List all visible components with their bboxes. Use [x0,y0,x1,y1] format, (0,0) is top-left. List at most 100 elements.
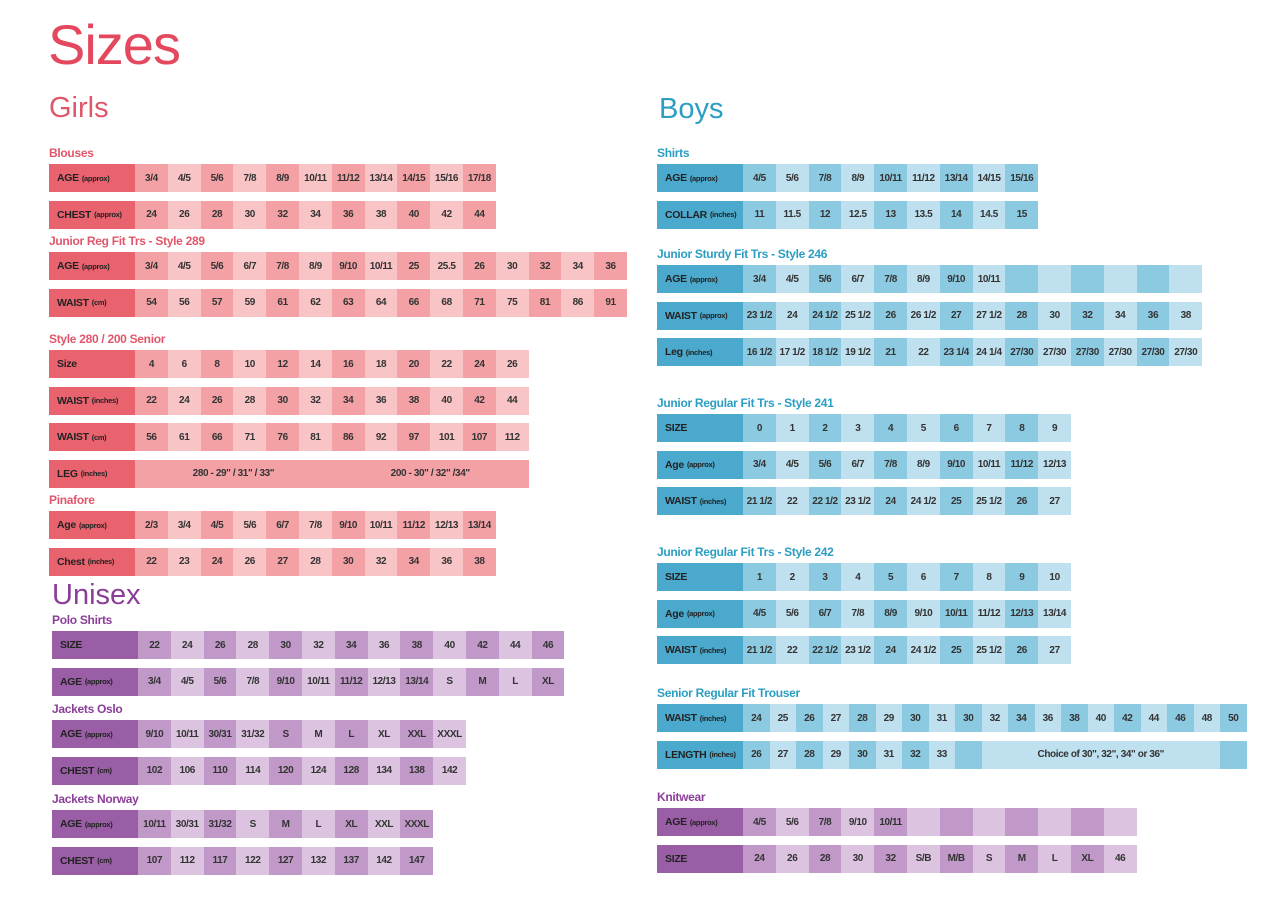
page-title: Sizes [48,13,181,76]
table-cell: 24 [135,200,168,229]
table-cell: 127 [269,846,302,875]
table-cell [1220,740,1247,769]
table-cell: 5/6 [200,252,234,280]
size-table: Knitwear AGE (approx) 4/5 5/6 7/8 9/10 10/11 SIZ… [657,790,1137,881]
size-table: Senior Regular Fit Trouser WAIST (inches) 2… [657,686,1247,777]
table-cell: 10/11 [939,599,973,628]
table-cell: 5 [874,563,907,591]
table-cell: 24 [874,487,907,515]
table-cell: 3/4 [743,450,776,479]
table-cell: 27/30 [1169,338,1203,366]
table-row: Size 4 6 8 10 12 14 16 18 20 22 24 26 [49,350,529,378]
row-label-text: AGE [665,273,687,285]
table-row: AGE (approx) 10/11 30/31 31/32 S M L XL XXL XXXL [52,810,434,838]
row-label: WAIST (cm) [49,288,135,317]
row-label: CHEST (cm) [52,846,138,875]
table-cell: 11/12 [331,164,365,192]
row-unit: (approx) [689,173,718,183]
table-cell: 32 [298,386,332,415]
table-cell: 6/7 [266,511,299,539]
row-label: Size [49,350,135,378]
table-cell: 24 [462,350,496,378]
table-cell: 81 [298,423,332,451]
table-cell: 21 1/2 [743,636,776,664]
table-cell: 61 [266,288,299,317]
row-label: COLLAR (inches) [657,200,743,229]
table-cell: 36 [364,386,398,415]
table-cell: 27 [1038,636,1071,664]
table-cell: 33 [928,740,955,769]
row-label-text: Leg [665,346,683,358]
row-unit: (cm) [91,432,107,442]
table-cell: M/B [939,844,973,873]
table-cell: 3 [841,414,875,442]
table-cell: 42 [465,631,499,659]
table-title: Style 280 / 200 Senior [49,332,166,346]
row-label-text: SIZE [665,422,688,434]
table-cell: 26 [495,350,529,378]
table-cell: 9/10 [138,720,171,748]
table-cell [906,808,940,836]
table-cell [1038,808,1071,836]
table-cell: 27/30 [1136,338,1170,366]
table-cell: 24 [874,636,907,664]
table-cell: XL [531,667,565,696]
table-cell: 7/8 [236,667,270,696]
row-label: SIZE [657,844,743,873]
table-cell: 16 1/2 [743,338,776,366]
row-label: AGE (approx) [52,667,138,696]
table-title: Pinafore [49,493,95,507]
table-cell: 120 [269,756,302,785]
table-cell: 29 [822,740,849,769]
table-cell: 8 [1005,414,1039,442]
row-unit: (inches) [709,750,736,759]
table-cell: 38 [397,386,431,415]
table-cell: 7/8 [841,599,875,628]
row-label-text: SIZE [60,639,83,651]
table-cell: 3/4 [167,511,201,539]
table-cell: 3/4 [743,265,776,293]
table-title: Junior Reg Fit Trs - Style 289 [49,234,205,248]
row-label: AGE (approx) [52,720,138,748]
table-cell: 27 [1038,487,1071,515]
table-cell: 34 [331,386,365,415]
table-cell: 138 [400,756,434,785]
table-title: Jackets Norway [52,792,139,806]
row-label-text: COLLAR [665,208,707,221]
table-cell: 117 [203,846,237,875]
table-cell: 21 [874,338,907,366]
table-cell: 64 [364,288,398,317]
table-cell: 27 [822,704,849,732]
table-cell: 107 [138,846,171,875]
table-cell: 28 [796,740,823,769]
table-cell: 5/6 [775,164,809,192]
table-cell: 112 [495,423,529,451]
table-title: Senior Regular Fit Trouser [657,686,800,700]
row-unit: (cm) [97,856,112,865]
table-row: LEG (inches) 280 - 29" / 31" / 33" 200 - 30… [49,459,529,488]
table-cell: 102 [138,756,171,785]
table-cell: 16 [331,350,365,378]
table-cell: 48 [1193,704,1220,732]
table-cell: 13/14 [1038,599,1071,628]
table-cell: 11.5 [775,200,809,229]
table-cell: 13/14 [462,511,496,539]
table-cell: 10 [1038,563,1071,591]
table-cell: 30 [841,844,875,873]
row-unit: (approx) [689,817,718,827]
table-cell: 38 [364,200,398,229]
table-cell: 14 [939,200,973,229]
table-title: Jackets Oslo [52,702,123,716]
table-cell: 6/7 [841,450,875,479]
table-cell: 22 [430,350,463,378]
table-cell: 24 1/4 [972,338,1006,366]
table-cell: 7/8 [808,164,842,192]
table-row: AGE (approx) 4/5 5/6 7/8 9/10 10/11 [657,808,1137,836]
table-cell: 14/15 [972,164,1006,192]
table-cell: 23 [167,547,201,576]
table-cell: 25 1/2 [972,487,1006,515]
table-cell: 11/12 [906,164,940,192]
table-cell: 8/9 [874,599,907,628]
table-cell: 50 [1220,704,1247,732]
row-label-text: WAIST [665,644,697,656]
